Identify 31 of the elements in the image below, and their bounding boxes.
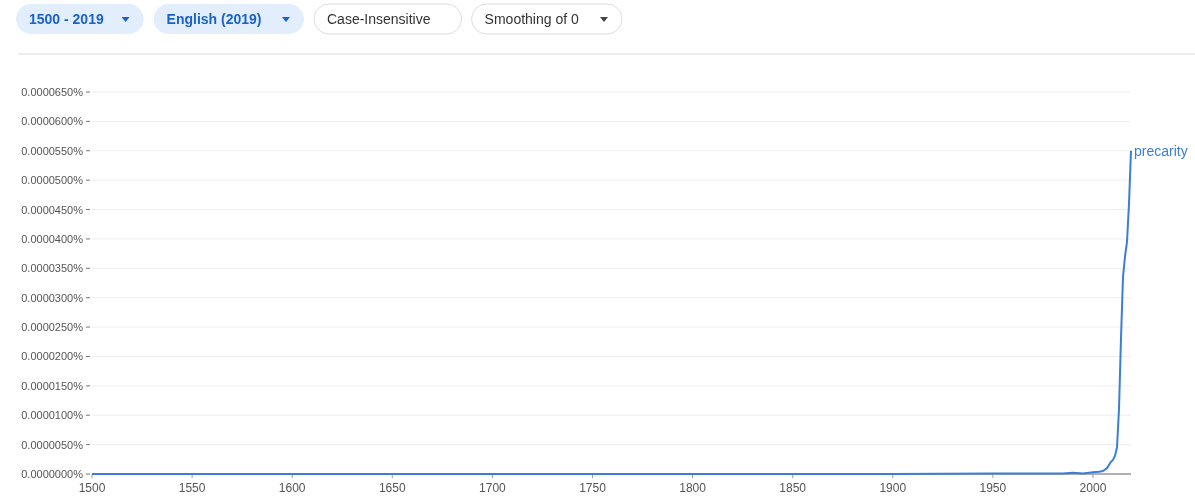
text: 1500 - 2019 — [29, 11, 104, 27]
y-tick-label: 0.0000150% — [21, 379, 84, 392]
x-tick-label: 1550 — [178, 481, 206, 495]
y-tick-label: 0.0000050% — [21, 438, 84, 451]
y-tick-label: 0.0000500% — [21, 174, 84, 187]
y-tick-label: 0.0000550% — [21, 144, 84, 157]
x-tick-label: 1500 — [78, 481, 106, 495]
y-tick-label: 0.0000000% — [21, 468, 84, 480]
y-tick-label: 0.0000450% — [21, 203, 84, 216]
y-tick-label: 0.0000200% — [21, 350, 84, 363]
y-tick-label: 0.0000100% — [21, 409, 84, 422]
x-tick-label: 1800 — [679, 481, 707, 495]
x-tick-label: 1650 — [378, 481, 406, 495]
series-label: precarity — [1134, 142, 1188, 159]
y-tick-label: 0.0000300% — [21, 291, 84, 304]
text: Case-Insensitive — [327, 11, 431, 27]
text: Smoothing of 0 — [484, 11, 579, 27]
x-tick-label: 2000 — [1079, 481, 1107, 495]
x-tick-label: 1750 — [579, 481, 607, 495]
x-tick-label: 1900 — [879, 481, 907, 495]
x-tick-label: 1700 — [479, 481, 507, 495]
y-tick-label: 0.0000650% — [21, 86, 84, 98]
y-tick-label: 0.0000350% — [21, 262, 84, 275]
y-tick-label: 0.0000250% — [21, 321, 84, 334]
text: English (2019) — [166, 11, 262, 27]
y-tick-label: 0.0000600% — [21, 115, 84, 128]
y-tick-label: 0.0000400% — [21, 232, 84, 245]
x-tick-label: 1950 — [979, 481, 1007, 495]
x-tick-label: 1850 — [779, 481, 807, 495]
x-tick-label: 1600 — [278, 481, 306, 495]
line-series — [91, 149, 1132, 475]
